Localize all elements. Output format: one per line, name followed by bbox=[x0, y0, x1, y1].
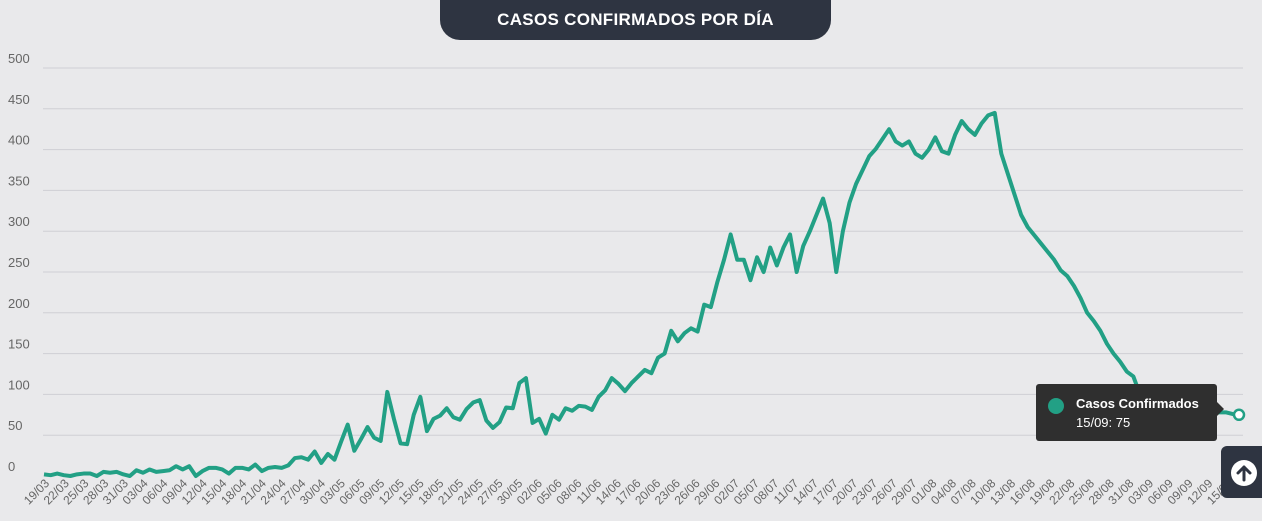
y-tick-label: 0 bbox=[8, 459, 15, 474]
chart-title: CASOS CONFIRMADOS POR DÍA bbox=[440, 0, 831, 40]
y-tick-label: 350 bbox=[8, 173, 30, 188]
tooltip-value: 15/09: 75 bbox=[1076, 415, 1131, 430]
y-tick-label: 100 bbox=[8, 377, 30, 392]
y-tick-label: 450 bbox=[8, 92, 30, 107]
y-axis: 0 50 100 150 200 250 300 350 400 450 500 bbox=[8, 51, 30, 474]
grid bbox=[43, 67, 1243, 436]
y-tick-label: 300 bbox=[8, 214, 30, 229]
highlighted-point[interactable] bbox=[1232, 408, 1246, 422]
y-tick-label: 200 bbox=[8, 296, 30, 311]
arrow-up-icon bbox=[1231, 460, 1257, 486]
y-tick-label: 500 bbox=[8, 51, 30, 66]
series-color-dot bbox=[1048, 398, 1064, 414]
scroll-to-top-button[interactable] bbox=[1221, 446, 1262, 498]
series-line-casos-confirmados bbox=[43, 110, 1240, 478]
tooltip-pointer bbox=[1217, 402, 1224, 416]
x-axis: 19/0322/0325/0328/0331/0303/0406/0409/04… bbox=[21, 476, 1235, 507]
tooltip-series-name: Casos Confirmados bbox=[1076, 396, 1199, 411]
y-tick-label: 50 bbox=[8, 418, 22, 433]
tooltip: Casos Confirmados 15/09: 75 bbox=[1036, 384, 1224, 441]
y-tick-label: 150 bbox=[8, 337, 30, 352]
y-tick-label: 250 bbox=[8, 255, 30, 270]
y-tick-label: 400 bbox=[8, 133, 30, 148]
